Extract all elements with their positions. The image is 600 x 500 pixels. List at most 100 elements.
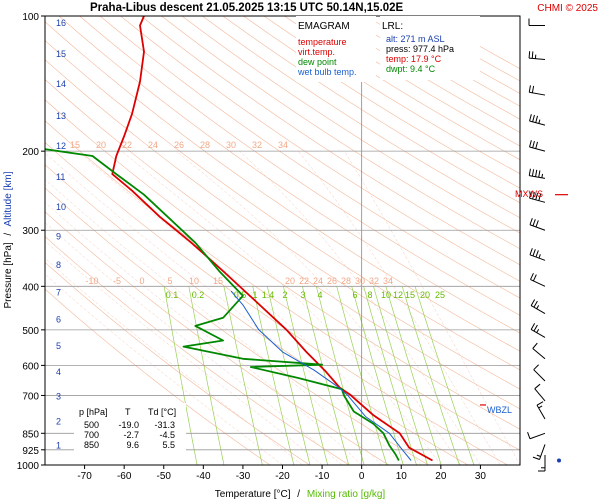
y-tick-label: 850 <box>22 429 39 440</box>
wind-barb <box>529 140 546 152</box>
table-header-td: Td [°C] <box>148 407 176 417</box>
dry-adiabat-line <box>45 59 520 390</box>
wind-barb-flag <box>531 85 535 93</box>
legend-title: EMAGRAM <box>298 21 350 32</box>
moist-adiabat-line <box>344 151 520 465</box>
plot-frame <box>44 15 521 466</box>
moist-adiabat-label: 22 <box>299 276 309 286</box>
dry-adiabat-line <box>45 120 520 451</box>
dry-adiabat-line <box>181 16 520 234</box>
x-axis-label-mixing: Mixing ratio [g/kg] <box>307 489 386 500</box>
moist-adiabat-line <box>45 201 362 465</box>
x-tick-label: -20 <box>275 471 290 482</box>
moist-adiabat-line <box>45 222 343 465</box>
wind-barb-staff <box>533 369 546 382</box>
dry-adiabat-line <box>45 164 469 465</box>
dry-adiabat-line <box>161 16 520 250</box>
table-cell-temperature: 9.6 <box>126 440 139 450</box>
table-cell-pressure: 850 <box>84 440 99 450</box>
dry-adiabat-label: 34 <box>278 140 288 150</box>
legend-virt-temp: virt.temp. <box>298 47 335 57</box>
wind-barb <box>530 273 546 287</box>
lrl-press: press: 977.4 hPa <box>386 44 454 54</box>
dry-adiabat-label: 30 <box>226 140 236 150</box>
moist-adiabat-line <box>45 273 283 465</box>
dry-adiabat-line <box>99 16 520 299</box>
dry-adiabat-label: 20 <box>96 140 106 150</box>
wind-barb <box>529 114 546 126</box>
moist-adiabat-label: -5 <box>113 276 121 286</box>
wind-barb-flag <box>529 191 532 199</box>
lrl-box <box>380 16 480 80</box>
altitude-tick-label: 2 <box>56 416 61 426</box>
wind-barb-flag <box>529 114 532 122</box>
wind-barb-half <box>538 254 541 259</box>
dry-adiabat-line <box>427 16 520 70</box>
mixing-ratio-label: 15 <box>405 290 415 300</box>
wind-barb-flag <box>533 300 538 308</box>
dry-adiabat-line <box>325 16 520 133</box>
wind-barb-flag <box>538 193 542 201</box>
legend-temperature: temperature <box>298 37 347 47</box>
wind-barb-half <box>538 119 541 124</box>
altitude-tick-label: 16 <box>56 18 66 28</box>
x-tick-label: -50 <box>157 471 172 482</box>
dry-adiabat-line <box>202 16 520 219</box>
wind-barb-staff <box>529 120 546 126</box>
wind-barb <box>532 444 546 460</box>
svg-text:Pressure [hPa] /: Pressure [hPa] / Altitude [km] <box>3 171 14 308</box>
wind-barb-staff <box>529 197 546 203</box>
y-tick-label: 700 <box>22 391 39 402</box>
wind-barb-half <box>541 173 544 178</box>
mixing-ratio-label: 1 <box>252 290 257 300</box>
wind-barb-flag <box>533 324 538 332</box>
wind-barb-staff <box>529 57 546 61</box>
moist-adiabat-label: -10 <box>85 276 98 286</box>
wind-barb <box>532 342 546 360</box>
dry-adiabat-line <box>79 16 520 316</box>
dry-adiabat-line <box>263 16 520 175</box>
altitude-tick-label: 7 <box>56 288 61 298</box>
wind-barb-staff <box>529 175 546 179</box>
wind-barb-flag <box>534 383 541 390</box>
wind-barb <box>533 364 546 382</box>
table-cell-dewpoint: -31.3 <box>154 420 175 430</box>
wind-barb-flag <box>531 51 534 59</box>
moist-adiabat-label: 26 <box>327 276 337 286</box>
table-header-t: T <box>125 407 131 417</box>
legend-box <box>296 16 376 82</box>
wind-barb-staff <box>529 91 546 96</box>
wind-barb-flag <box>535 169 538 177</box>
wind-barb-flag <box>529 248 533 255</box>
mxws-label: MXWS <box>515 189 543 199</box>
wind-barb-staff <box>529 224 546 231</box>
lrl-temp: temp: 17.9 °C <box>386 54 442 64</box>
chart-title: Praha-Libus descent 21.05.2025 13:15 UTC… <box>90 2 404 14</box>
x-axis-label-temperature: Temperature [°C] <box>215 489 291 500</box>
y-axis-label-pressure: Pressure [hPa] <box>3 242 14 308</box>
wind-barb <box>529 248 546 261</box>
wind-barb <box>530 299 546 315</box>
dry-adiabat-line <box>45 21 520 352</box>
altitude-tick-label: 13 <box>56 111 66 121</box>
wind-barb-flag <box>532 192 535 200</box>
x-tick-label: -10 <box>315 471 330 482</box>
y-axis-label-altitude: Altitude [km] <box>3 171 14 226</box>
wind-barb-half <box>536 328 540 333</box>
wind-barb-flag <box>532 140 535 148</box>
dry-adiabat-line <box>45 79 520 410</box>
lrl-dwpt: dwpt: 9.4 °C <box>386 64 436 74</box>
wind-barb <box>536 401 546 420</box>
y-tick-label: 600 <box>22 361 39 372</box>
wind-barb-flag <box>532 114 535 122</box>
dry-adiabat-line <box>140 16 520 266</box>
mixing-ratio-label: 20 <box>420 290 430 300</box>
moist-adiabat-line <box>77 151 422 465</box>
dry-adiabat-label: 26 <box>174 140 184 150</box>
sounding-traces <box>45 16 433 462</box>
mixing-ratio-line <box>385 286 442 465</box>
dry-adiabat-label: 32 <box>252 140 262 150</box>
altitude-tick-label: 6 <box>56 315 61 325</box>
dry-adiabat-line <box>386 16 520 94</box>
